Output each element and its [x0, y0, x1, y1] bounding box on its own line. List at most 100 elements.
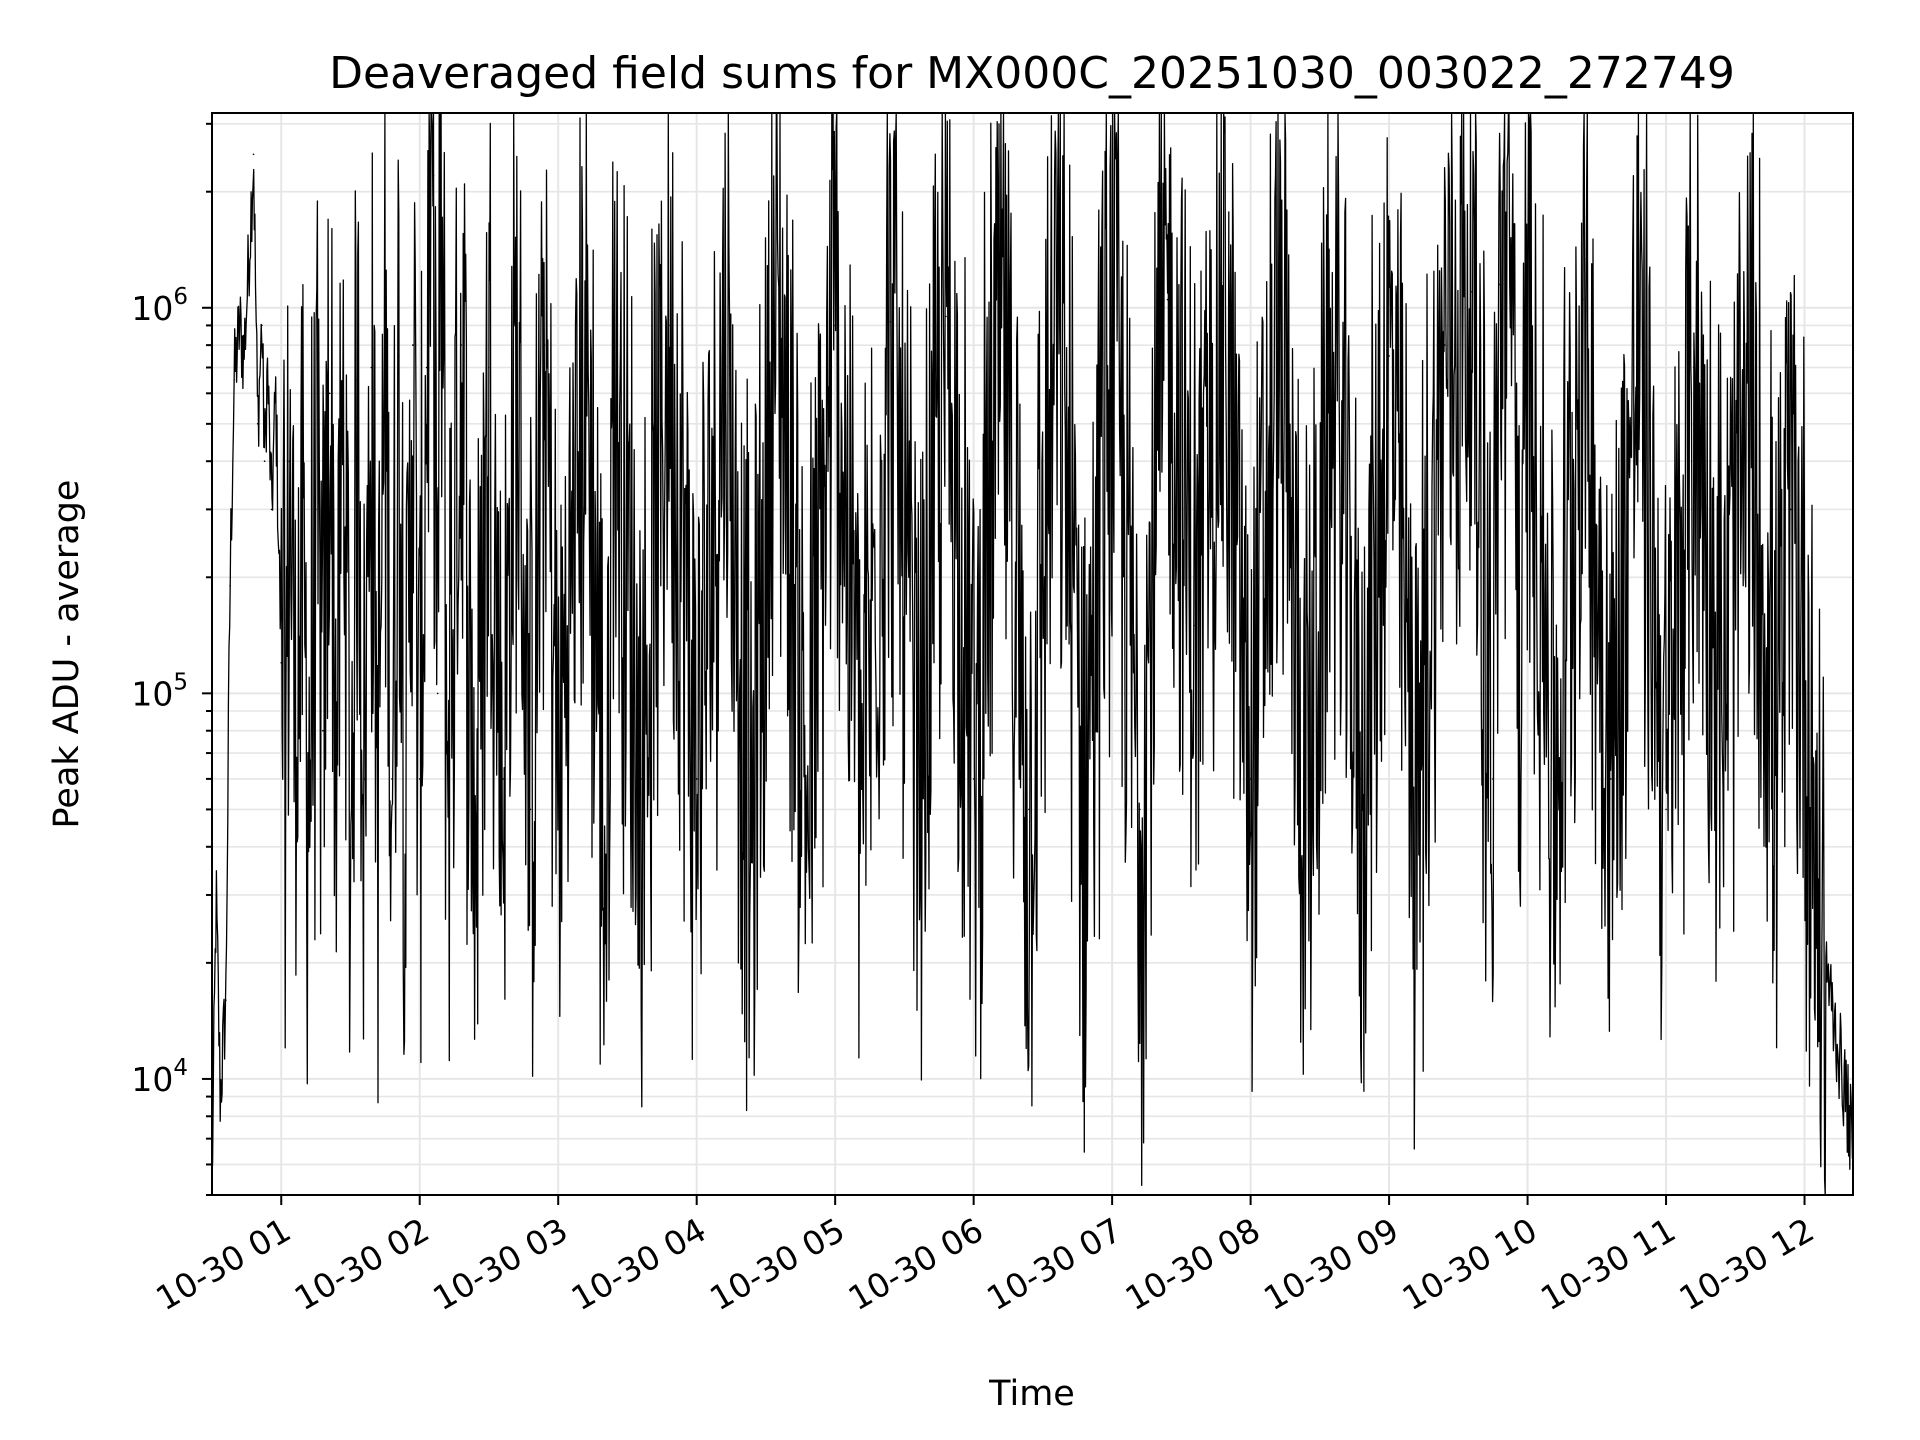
data-point: [384, 344, 386, 346]
data-point: [1471, 291, 1473, 293]
data-point: [605, 894, 608, 896]
series-line: [211, 112, 1854, 1196]
data-point: [557, 778, 559, 780]
data-point: [474, 846, 476, 848]
data-point: [1499, 283, 1501, 286]
data-point: [1305, 808, 1307, 811]
data-point: [425, 366, 428, 369]
y-tick-label: 104: [131, 1055, 188, 1099]
data-point: [377, 808, 380, 811]
data-point: [972, 778, 975, 780]
data-point: [288, 460, 291, 463]
data-point: [398, 355, 400, 357]
data-point: [1028, 808, 1030, 811]
data-point: [1166, 298, 1169, 301]
data-point: [315, 508, 317, 511]
data-point: [274, 392, 277, 395]
data-point: [1111, 307, 1113, 309]
data-point: [1512, 263, 1515, 265]
data-point: [640, 778, 643, 780]
x-axis-label: Time: [988, 1374, 1075, 1414]
data-point: [1519, 778, 1522, 780]
data-point: [335, 752, 338, 754]
data-point: [1000, 324, 1003, 327]
data-point: [446, 752, 449, 754]
data-point: [945, 315, 947, 318]
data-point: [1845, 1095, 1847, 1098]
data-point: [356, 379, 359, 381]
data-point: [308, 778, 310, 780]
data-point: [1139, 808, 1141, 811]
data-point: [418, 778, 421, 780]
data-point: [412, 344, 414, 346]
data-point: [1492, 778, 1494, 780]
y-tick-label: 105: [131, 669, 188, 713]
data-point: [284, 778, 287, 780]
data-point: [370, 366, 373, 369]
data-point: [585, 334, 587, 336]
y-tick-label: 106: [131, 284, 188, 328]
data-point: [238, 324, 241, 327]
data-point: [515, 355, 518, 357]
data-point: [1360, 778, 1363, 780]
data-point: [612, 344, 615, 346]
data-point: [261, 324, 263, 327]
data-point: [243, 355, 245, 357]
data-point: [1582, 298, 1584, 301]
chart-title: Deaveraged field sums for MX000C_2025103…: [329, 48, 1735, 99]
data-point: [252, 153, 255, 156]
data-point: [1720, 692, 1723, 695]
data-point: [342, 423, 345, 425]
data-point: [1748, 423, 1750, 425]
data-point: [229, 585, 231, 587]
data-point: [1637, 324, 1640, 327]
data-point: [1831, 1010, 1833, 1012]
data-point: [233, 379, 235, 381]
data-point: [266, 366, 269, 369]
data-point: [1443, 344, 1446, 346]
data-point: [225, 999, 227, 1001]
data-point: [219, 1095, 222, 1098]
y-axis-label: Peak ADU - average: [47, 480, 87, 829]
data-point: [263, 460, 266, 463]
plot-frame: [211, 112, 1854, 1196]
data-point: [917, 808, 920, 811]
data-point: [834, 324, 836, 327]
data-point: [301, 576, 303, 579]
data-point: [215, 894, 217, 896]
data-point: [294, 710, 296, 712]
data-point: [779, 307, 781, 309]
series-layer: [211, 112, 1854, 1196]
data-point: [488, 366, 490, 369]
data-point: [806, 808, 809, 811]
data-point: [1332, 366, 1335, 369]
data-point: [256, 423, 259, 425]
data-point: [1776, 729, 1778, 732]
data-point: [1249, 778, 1252, 780]
data-point: [1526, 291, 1529, 293]
data-point: [363, 778, 366, 780]
data-point: [247, 276, 249, 279]
data-point: [1194, 624, 1196, 627]
data-point: [1665, 808, 1667, 811]
data-point: [723, 334, 726, 336]
data-point: [502, 778, 504, 780]
data-point: [328, 392, 331, 395]
data-point: [1222, 307, 1224, 309]
data-point: [439, 174, 442, 177]
data-point: [862, 778, 864, 780]
data-point: [436, 692, 439, 695]
data-point: [889, 320, 892, 323]
data-point: [1817, 894, 1820, 896]
data-point: [1083, 778, 1086, 780]
data-point: [270, 508, 273, 511]
data-point: [460, 344, 463, 346]
data-point: [1789, 508, 1792, 511]
data-point: [543, 344, 546, 346]
data-point: [405, 808, 407, 811]
data-point: [668, 324, 670, 327]
data-point: [1416, 808, 1418, 811]
data-point: [1055, 315, 1058, 318]
